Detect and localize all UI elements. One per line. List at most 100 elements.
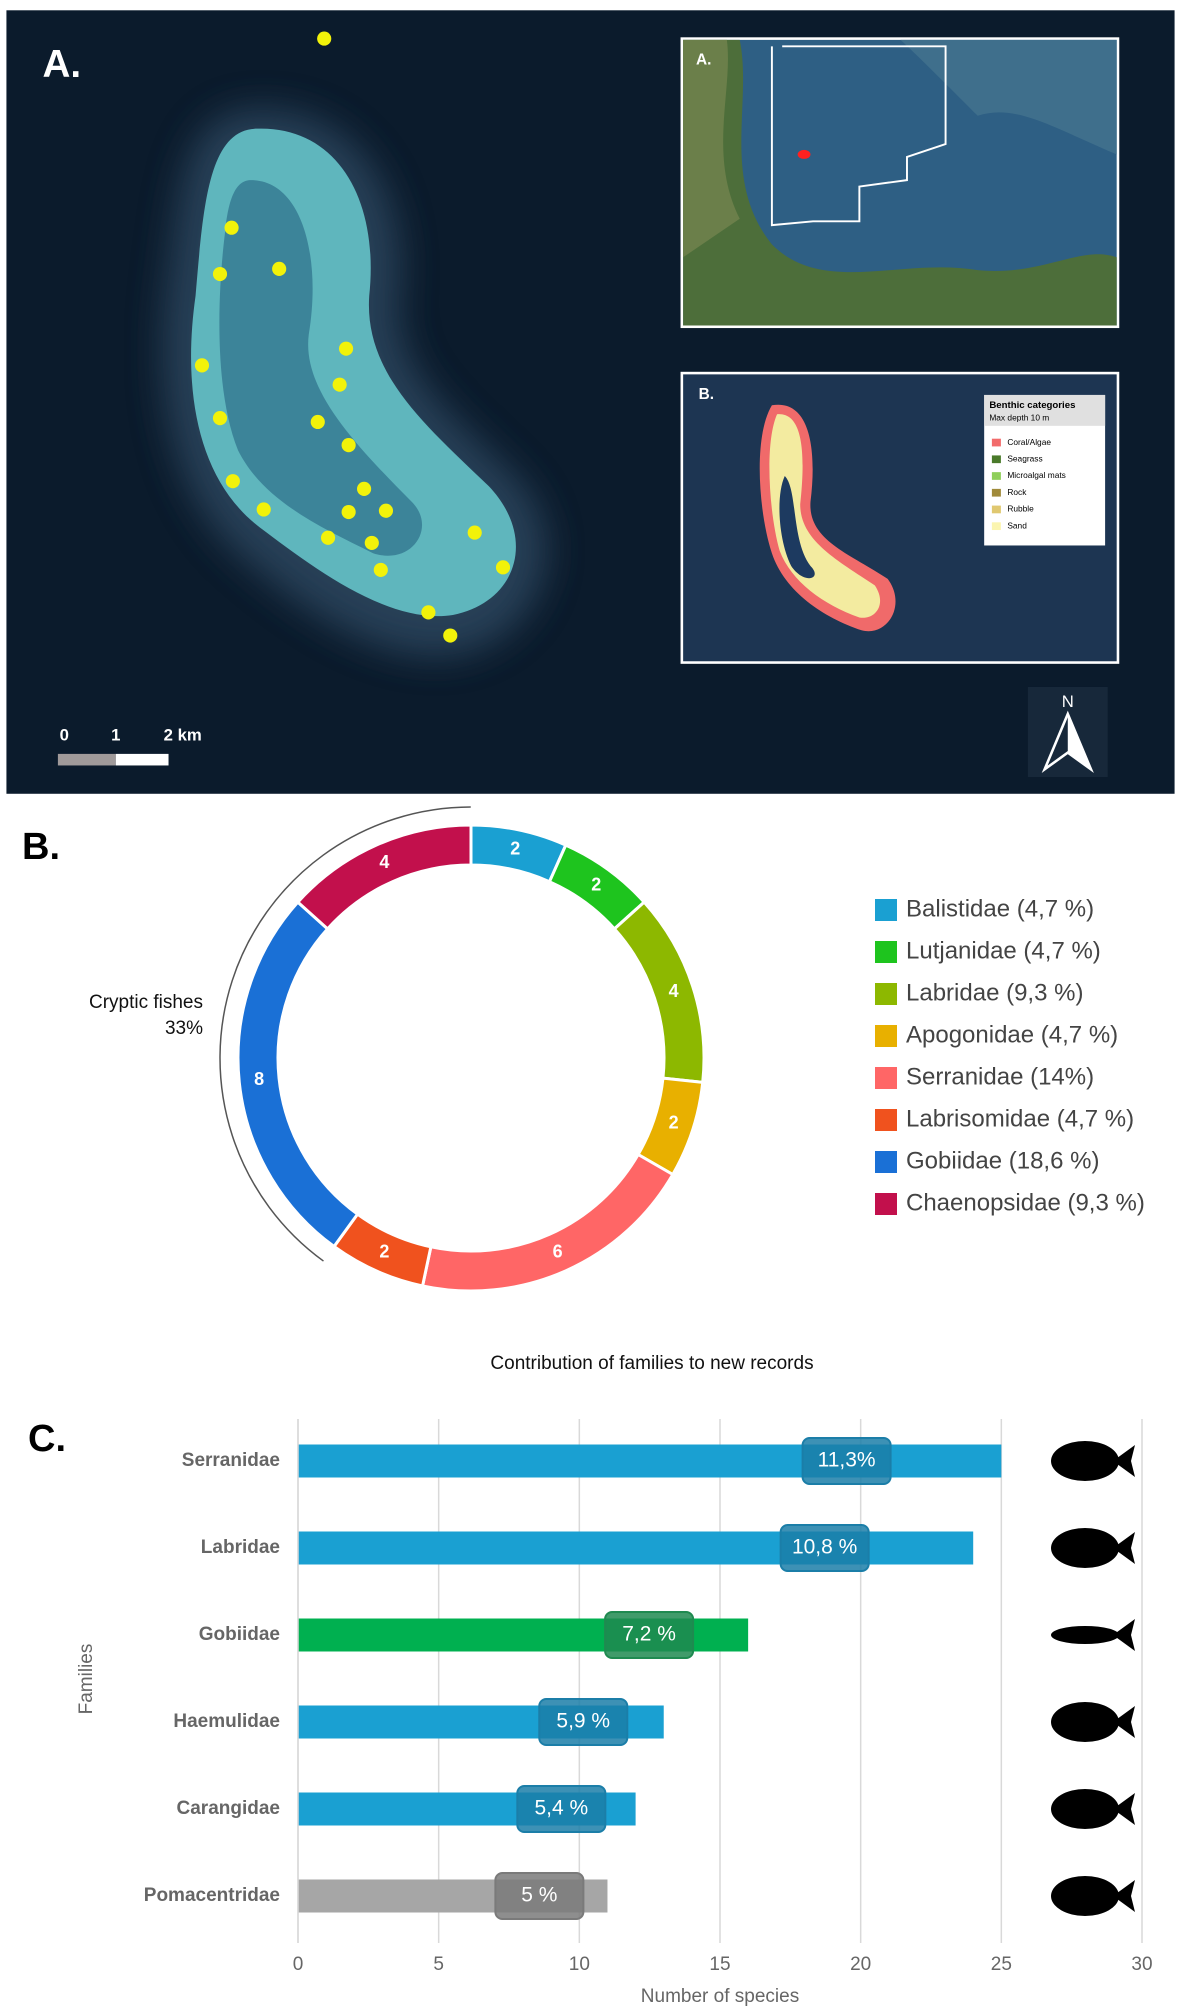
shelf [900, 39, 1117, 155]
site-point [341, 438, 356, 453]
map-legend-subtitle: Max depth 10 m [989, 412, 1049, 422]
y-tick-label: Gobiidae [199, 1624, 280, 1645]
fish-icon [1113, 1793, 1135, 1825]
legend-label: Balistidae (4,7 %) [906, 895, 1094, 922]
legend-label: Gobiidae (18,6 %) [906, 1147, 1099, 1174]
site-marker [797, 149, 811, 159]
y-tick-label: Serranidae [182, 1450, 280, 1471]
y-axis-label: Families [76, 1644, 97, 1715]
site-point [467, 525, 482, 540]
annotation: 33% [165, 1018, 203, 1039]
panel-label: C. [28, 1418, 66, 1460]
value-label-box [538, 1698, 629, 1746]
site-point [338, 341, 354, 356]
x-tick-label: 25 [991, 1954, 1012, 1975]
chart-title: Contribution of families to new records [490, 1353, 813, 1374]
site-point [272, 261, 287, 276]
map-legend-label: Rock [1007, 487, 1027, 497]
donut-segment [295, 823, 473, 931]
value-label: 7,2 % [622, 1623, 676, 1646]
site-point [373, 562, 388, 577]
north-arrow [1041, 710, 1094, 774]
data-label: 6 [553, 1241, 563, 1261]
bar [298, 1531, 974, 1565]
bar [298, 1444, 1002, 1478]
map-legend-label: Sand [1007, 520, 1027, 530]
x-tick-label: 15 [709, 1954, 730, 1975]
legend-swatch [875, 1151, 897, 1173]
x-tick-label: 10 [569, 1954, 590, 1975]
fish-icon [1051, 1876, 1119, 1916]
value-label-box [779, 1524, 870, 1572]
legend-swatch [875, 1025, 897, 1047]
y-tick-label: Labridae [201, 1537, 280, 1558]
data-label: 2 [379, 1241, 389, 1261]
map-legend-swatch [991, 472, 1001, 480]
site-point [495, 560, 511, 575]
map-legend-swatch [991, 438, 1001, 447]
legend-swatch [875, 983, 897, 1005]
map-legend-items: Coral/Algae Seagrass Microalgal mats Rock Ru… [991, 437, 1066, 530]
legend-label: Chaenopsidae (9,3 %) [906, 1189, 1145, 1216]
data-label: 2 [510, 838, 520, 858]
legend-label: Serranidae (14%) [906, 1063, 1094, 1090]
legend-swatch [875, 1193, 897, 1215]
site-point [212, 411, 228, 426]
site-point [256, 502, 271, 517]
site-point [225, 474, 240, 489]
inset-label: B. [699, 386, 714, 403]
map-legend-label: Seagrass [1007, 453, 1042, 463]
value-label-box [516, 1785, 607, 1833]
map-legend-swatch [991, 505, 1001, 514]
legend-swatch [875, 899, 897, 921]
value-label: 5,4 % [534, 1797, 588, 1820]
site-point [341, 504, 356, 520]
boundary [770, 45, 947, 227]
site-point [224, 220, 239, 235]
fish-icon [1051, 1441, 1119, 1481]
legend-label: Lutjanidae (4,7 %) [906, 937, 1101, 964]
fish-icon [1051, 1702, 1119, 1742]
fish-icon [1051, 1626, 1119, 1644]
site-point [443, 628, 458, 643]
value-label-box [801, 1437, 892, 1485]
site-points [194, 31, 511, 643]
scale-label: 2 km [164, 725, 202, 744]
fish-icon [1113, 1619, 1135, 1651]
site-point [317, 31, 332, 46]
site-point [320, 530, 336, 545]
site-point [421, 605, 436, 620]
lagoon [219, 180, 423, 556]
north-box [1027, 686, 1108, 778]
site-point [194, 358, 210, 373]
value-label-box [604, 1611, 695, 1659]
data-label: 2 [591, 874, 601, 894]
panel-label: A. [42, 43, 81, 86]
map-legend-swatch [991, 488, 1001, 497]
site-point [310, 414, 325, 430]
site-point [212, 266, 228, 282]
legend-swatch [875, 1067, 897, 1089]
fish-icon [1113, 1445, 1135, 1477]
x-tick-label: 5 [433, 1954, 444, 1975]
map-panel: 0 1 2 km A. N A. B. Benthic categories M… [6, 10, 1175, 794]
map-legend-title: Benthic categories [989, 400, 1075, 411]
benthic-lagoon [779, 476, 815, 579]
map-legend-label: Rubble [1007, 504, 1034, 514]
map-legend-header [984, 394, 1106, 426]
legend-label: Apogonidae (4,7 %) [906, 1021, 1118, 1048]
y-tick-label: Pomacentridae [144, 1885, 280, 1906]
panel-label: B. [22, 826, 60, 868]
donut-segment [420, 1152, 675, 1293]
map-legend-label: Coral/Algae [1007, 437, 1051, 447]
scale-label: 1 [111, 725, 120, 744]
data-label: 2 [669, 1113, 679, 1133]
map-legend-label: Microalgal mats [1007, 470, 1066, 480]
scale-label: 0 [60, 725, 69, 744]
inset-label: A. [696, 52, 711, 69]
value-label-box [494, 1872, 585, 1920]
legend-swatch [875, 941, 897, 963]
bracket-arc [219, 806, 471, 1262]
